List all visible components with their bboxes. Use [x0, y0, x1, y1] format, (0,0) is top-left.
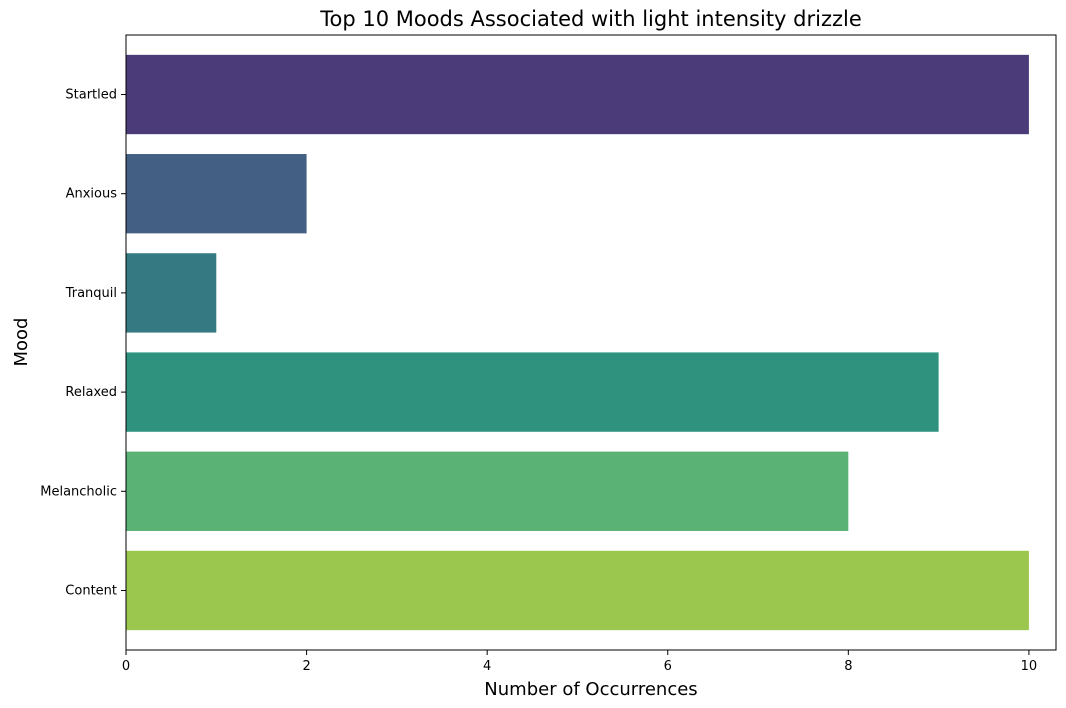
x-tick-label: 10	[1021, 659, 1038, 674]
x-tick-label: 6	[664, 659, 672, 674]
plot-frame	[125, 34, 1057, 651]
bars-layer	[126, 54, 1029, 631]
bar-startled	[126, 54, 1029, 135]
x-tick-label: 0	[122, 659, 130, 674]
y-tick-label: Melancholic	[40, 484, 117, 499]
y-tick-label: Content	[65, 583, 117, 598]
y-tick-label: Anxious	[66, 187, 118, 202]
bar-relaxed	[126, 352, 939, 432]
x-axis-ticks: 0 2 4 6 8 10	[122, 650, 1037, 674]
bar-tranquil	[126, 253, 217, 333]
chart-title: Top 10 Moods Associated with light inten…	[319, 7, 862, 31]
bar-anxious	[126, 154, 307, 234]
x-axis-label: Number of Occurrences	[484, 679, 697, 700]
bar-melancholic	[126, 451, 849, 531]
x-tick-label: 4	[483, 659, 491, 674]
x-tick-label: 8	[844, 659, 852, 674]
y-tick-label: Startled	[65, 88, 117, 103]
y-tick-label: Tranquil	[65, 286, 117, 301]
y-tick-label: Relaxed	[65, 385, 117, 400]
bar-content	[126, 550, 1029, 631]
y-axis-ticks: Startled Anxious Tranquil Relaxed Melancholi…	[40, 88, 126, 598]
x-tick-label: 2	[302, 659, 310, 674]
y-axis-label: Mood	[11, 318, 32, 367]
